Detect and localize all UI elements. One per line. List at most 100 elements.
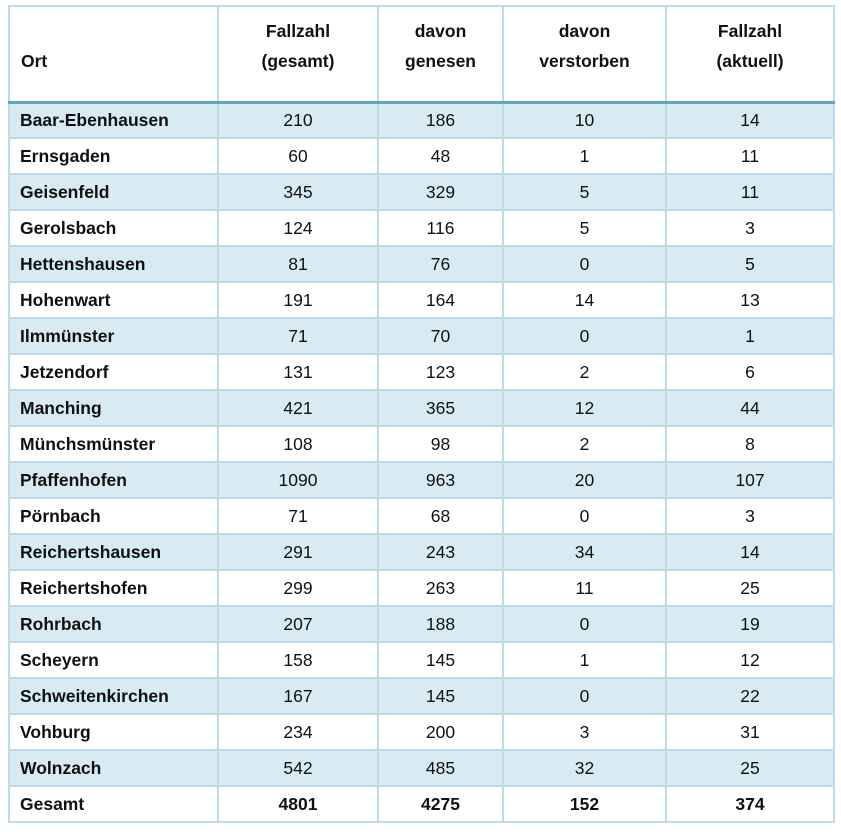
verstorben-cell: 2 [502, 425, 667, 463]
column-header-davon-verstorben: davon verstorben [502, 5, 667, 104]
header-row: Ort Fallzahl (gesamt) davon genesen davo… [8, 5, 835, 104]
column-header-label: genesen [405, 51, 476, 71]
genesen-cell: 164 [377, 281, 504, 319]
table-row: Reichertshofen 299 263 11 25 [8, 569, 835, 607]
column-header-label: (gesamt) [261, 51, 335, 71]
verstorben-cell: 152 [502, 785, 667, 823]
ort-cell: Geisenfeld [8, 173, 219, 211]
verstorben-cell: 0 [502, 677, 667, 715]
table-row: Baar-Ebenhausen 210 186 10 14 [8, 101, 835, 139]
verstorben-cell: 2 [502, 353, 667, 391]
aktuell-cell: 8 [665, 425, 835, 463]
table-row: Vohburg 234 200 3 31 [8, 713, 835, 751]
genesen-cell: 243 [377, 533, 504, 571]
table-row: Ilmmünster 71 70 0 1 [8, 317, 835, 355]
gesamt-cell: 291 [217, 533, 379, 571]
aktuell-cell: 31 [665, 713, 835, 751]
genesen-cell: 4275 [377, 785, 504, 823]
gesamt-cell: 71 [217, 497, 379, 535]
aktuell-cell: 44 [665, 389, 835, 427]
ort-cell: Ilmmünster [8, 317, 219, 355]
verstorben-cell: 5 [502, 209, 667, 247]
column-header-ort: Ort [8, 5, 219, 104]
gesamt-cell: 4801 [217, 785, 379, 823]
ort-cell: Rohrbach [8, 605, 219, 643]
table-row: Jetzendorf 131 123 2 6 [8, 353, 835, 391]
gesamt-cell: 345 [217, 173, 379, 211]
table-row: Schweitenkirchen 167 145 0 22 [8, 677, 835, 715]
genesen-cell: 200 [377, 713, 504, 751]
genesen-cell: 145 [377, 677, 504, 715]
gesamt-cell: 60 [217, 137, 379, 175]
column-header-label: davon [558, 21, 611, 41]
ort-cell: Ernsgaden [8, 137, 219, 175]
gesamt-cell: 131 [217, 353, 379, 391]
ort-cell: Baar-Ebenhausen [8, 101, 219, 139]
genesen-cell: 186 [377, 101, 504, 139]
aktuell-cell: 25 [665, 749, 835, 787]
gesamt-cell: 81 [217, 245, 379, 283]
table-row: Reichertshausen 291 243 34 14 [8, 533, 835, 571]
table-row: Geisenfeld 345 329 5 11 [8, 173, 835, 211]
ort-cell: Münchsmünster [8, 425, 219, 463]
aktuell-cell: 107 [665, 461, 835, 499]
genesen-cell: 68 [377, 497, 504, 535]
ort-cell: Schweitenkirchen [8, 677, 219, 715]
ort-cell: Wolnzach [8, 749, 219, 787]
verstorben-cell: 34 [502, 533, 667, 571]
verstorben-cell: 0 [502, 317, 667, 355]
gesamt-cell: 124 [217, 209, 379, 247]
column-header-label: Fallzahl [717, 21, 783, 41]
aktuell-cell: 14 [665, 101, 835, 139]
gesamt-cell: 210 [217, 101, 379, 139]
aktuell-cell: 19 [665, 605, 835, 643]
genesen-cell: 76 [377, 245, 504, 283]
ort-cell: Scheyern [8, 641, 219, 679]
table-row: Münchsmünster 108 98 2 8 [8, 425, 835, 463]
aktuell-cell: 1 [665, 317, 835, 355]
table-row: Ernsgaden 60 48 1 11 [8, 137, 835, 175]
table-row: Scheyern 158 145 1 12 [8, 641, 835, 679]
verstorben-cell: 1 [502, 137, 667, 175]
verstorben-cell: 20 [502, 461, 667, 499]
document-page: Ort Fallzahl (gesamt) davon genesen davo… [8, 5, 835, 823]
genesen-cell: 98 [377, 425, 504, 463]
table-row: Pfaffenhofen 1090 963 20 107 [8, 461, 835, 499]
verstorben-cell: 0 [502, 245, 667, 283]
ort-cell: Pörnbach [8, 497, 219, 535]
gesamt-cell: 299 [217, 569, 379, 607]
ort-cell: Hohenwart [8, 281, 219, 319]
verstorben-cell: 12 [502, 389, 667, 427]
ort-cell: Jetzendorf [8, 353, 219, 391]
ort-cell: Gesamt [8, 785, 219, 823]
gesamt-cell: 71 [217, 317, 379, 355]
verstorben-cell: 10 [502, 101, 667, 139]
aktuell-cell: 374 [665, 785, 835, 823]
genesen-cell: 70 [377, 317, 504, 355]
column-header-fallzahl-gesamt: Fallzahl (gesamt) [217, 5, 379, 104]
ort-cell: Manching [8, 389, 219, 427]
ort-cell: Hettenshausen [8, 245, 219, 283]
column-header-label: verstorben [539, 51, 630, 71]
gesamt-cell: 108 [217, 425, 379, 463]
column-header-label: Fallzahl [265, 21, 331, 41]
genesen-cell: 116 [377, 209, 504, 247]
genesen-cell: 485 [377, 749, 504, 787]
genesen-cell: 963 [377, 461, 504, 499]
table-row: Rohrbach 207 188 0 19 [8, 605, 835, 643]
table-row: Hohenwart 191 164 14 13 [8, 281, 835, 319]
gesamt-cell: 167 [217, 677, 379, 715]
column-header-fallzahl-aktuell: Fallzahl (aktuell) [665, 5, 835, 104]
table-row: Hettenshausen 81 76 0 5 [8, 245, 835, 283]
gesamt-cell: 1090 [217, 461, 379, 499]
verstorben-cell: 32 [502, 749, 667, 787]
column-header-label: Ort [21, 51, 48, 71]
verstorben-cell: 1 [502, 641, 667, 679]
table-row: Wolnzach 542 485 32 25 [8, 749, 835, 787]
table-row: Gerolsbach 124 116 5 3 [8, 209, 835, 247]
verstorben-cell: 5 [502, 173, 667, 211]
aktuell-cell: 3 [665, 497, 835, 535]
ort-cell: Reichertshausen [8, 533, 219, 571]
verstorben-cell: 0 [502, 497, 667, 535]
genesen-cell: 365 [377, 389, 504, 427]
